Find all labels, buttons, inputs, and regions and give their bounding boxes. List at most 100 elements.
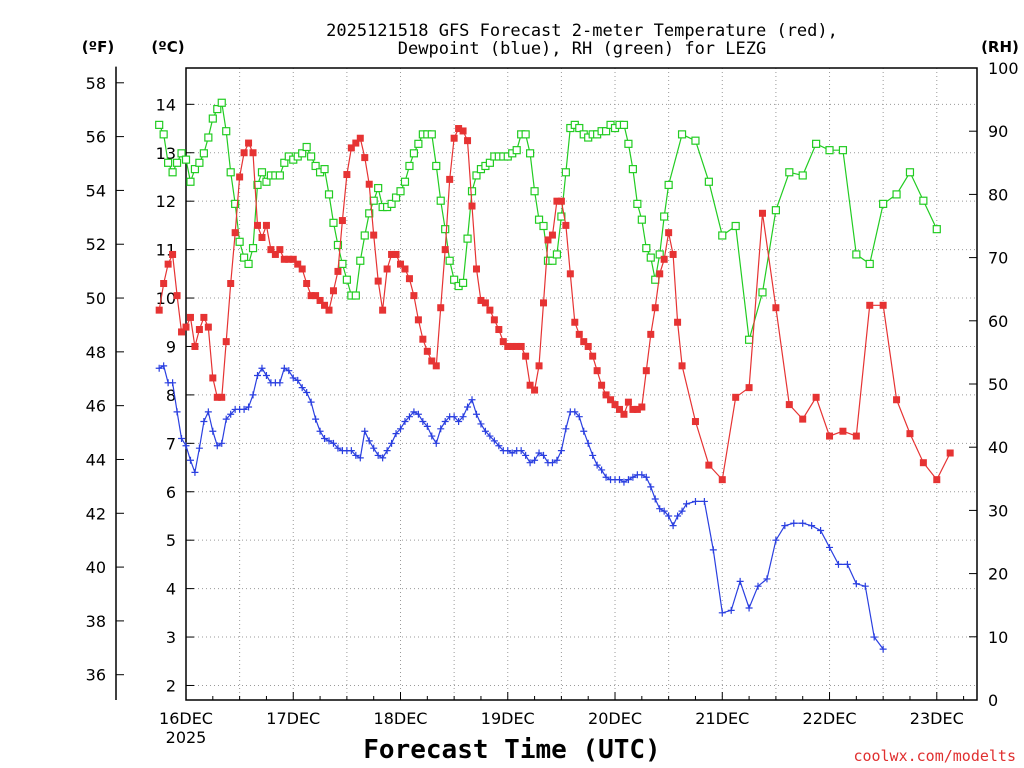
rh-point (164, 158, 173, 167)
temperature-point (392, 250, 400, 258)
rh-point (463, 234, 472, 243)
dewpoint-point (638, 471, 646, 479)
rh-point (427, 130, 436, 139)
rh-point (204, 133, 213, 142)
rh-point (642, 244, 651, 253)
rh-point (217, 98, 226, 107)
rh-point (812, 139, 821, 148)
temperature-point (410, 292, 418, 300)
temperature-point (450, 134, 458, 142)
temperature-point (316, 296, 324, 304)
temperature-point (906, 430, 914, 438)
dewpoint-point (204, 408, 212, 416)
temperature-point (343, 171, 351, 179)
rh-point (387, 199, 396, 208)
temperature-point (732, 393, 740, 401)
rh-point (619, 120, 629, 129)
dewpoint-point (522, 451, 530, 459)
dewpoint-point (276, 379, 284, 387)
temperature-point (893, 396, 901, 404)
temperature-point (629, 405, 637, 413)
dewpoint-point (222, 415, 230, 423)
temperature-point (401, 265, 409, 273)
temperature-point (674, 318, 682, 326)
dewpoint-point (392, 430, 400, 438)
temperature-point (231, 229, 239, 237)
rh-point (561, 168, 570, 177)
rh-point (235, 237, 244, 246)
temperature-point (271, 250, 279, 258)
temperature-point (321, 301, 329, 309)
temperature-point (540, 299, 548, 307)
temperature-point (209, 374, 217, 382)
dewpoint-point (647, 483, 655, 491)
dewpoint-point (285, 367, 293, 375)
rh-point (275, 171, 284, 180)
temperature-point (647, 330, 655, 338)
rh-point (324, 190, 334, 199)
temperature-point (262, 221, 270, 229)
rh-point (159, 130, 168, 139)
temperature-point (240, 149, 248, 157)
celsius-tick-label: 9 (166, 337, 176, 356)
rh-tick-label: 20 (988, 565, 1008, 584)
temperature-point (638, 403, 646, 411)
rh-point (534, 215, 544, 224)
rh-point (257, 168, 267, 177)
temperature-line (158, 127, 951, 481)
rh-point (244, 259, 253, 269)
temperature-point (173, 292, 181, 300)
rh-point (307, 152, 316, 161)
temperature-point (571, 318, 579, 326)
rh-tick-label: 90 (988, 122, 1008, 141)
temperature-point (446, 175, 454, 183)
rh-unit-label: (RH) (981, 38, 1019, 56)
dewpoint-point (669, 522, 677, 530)
temperature-point (544, 236, 552, 244)
rh-point (637, 215, 646, 224)
dewpoint-point (249, 391, 257, 399)
rh-point (548, 256, 557, 265)
dewpoint-point (593, 461, 601, 469)
dewpoint-point (615, 476, 623, 484)
dewpoint-point (531, 456, 539, 464)
temperature-point (383, 265, 391, 273)
dewpoint-point (727, 606, 735, 614)
dewpoint-point (508, 449, 516, 457)
dewpoint-point (517, 447, 525, 455)
rh-point (239, 253, 249, 262)
temperature-point (459, 127, 467, 135)
temperature-point (919, 459, 927, 467)
rh-point (467, 187, 477, 196)
rh-point (333, 240, 343, 250)
rh-point (521, 130, 530, 139)
temperature-point (356, 134, 364, 142)
dewpoint-point (459, 413, 467, 421)
rh-point (253, 180, 262, 190)
temperature-point (204, 323, 212, 331)
temperature-point (566, 270, 574, 278)
dewpoint-point (182, 442, 190, 450)
x-tick-label: 22DEC (803, 709, 857, 728)
temperature-point (455, 125, 463, 133)
temperature-point (615, 405, 623, 413)
dewpoint-point (169, 379, 177, 387)
dewpoint-point (356, 454, 364, 462)
dewpoint-point (486, 432, 494, 440)
dewpoint-point (709, 546, 717, 554)
temperature-point (642, 367, 650, 375)
dewpoint-point (347, 447, 355, 455)
temperature-point (933, 476, 941, 484)
dewpoint-point (629, 473, 637, 481)
tick-labels: 3638404244464850525456582345678910111213… (86, 59, 1019, 747)
temperature-point (665, 229, 673, 237)
rh-point (575, 123, 584, 133)
rh-point (231, 199, 240, 208)
dewpoint-point (571, 408, 579, 416)
dewpoint-point (280, 364, 288, 372)
rh-point (932, 225, 941, 234)
temperature-point (624, 398, 632, 406)
temperature-point (285, 255, 293, 263)
temperature-point (218, 393, 226, 401)
